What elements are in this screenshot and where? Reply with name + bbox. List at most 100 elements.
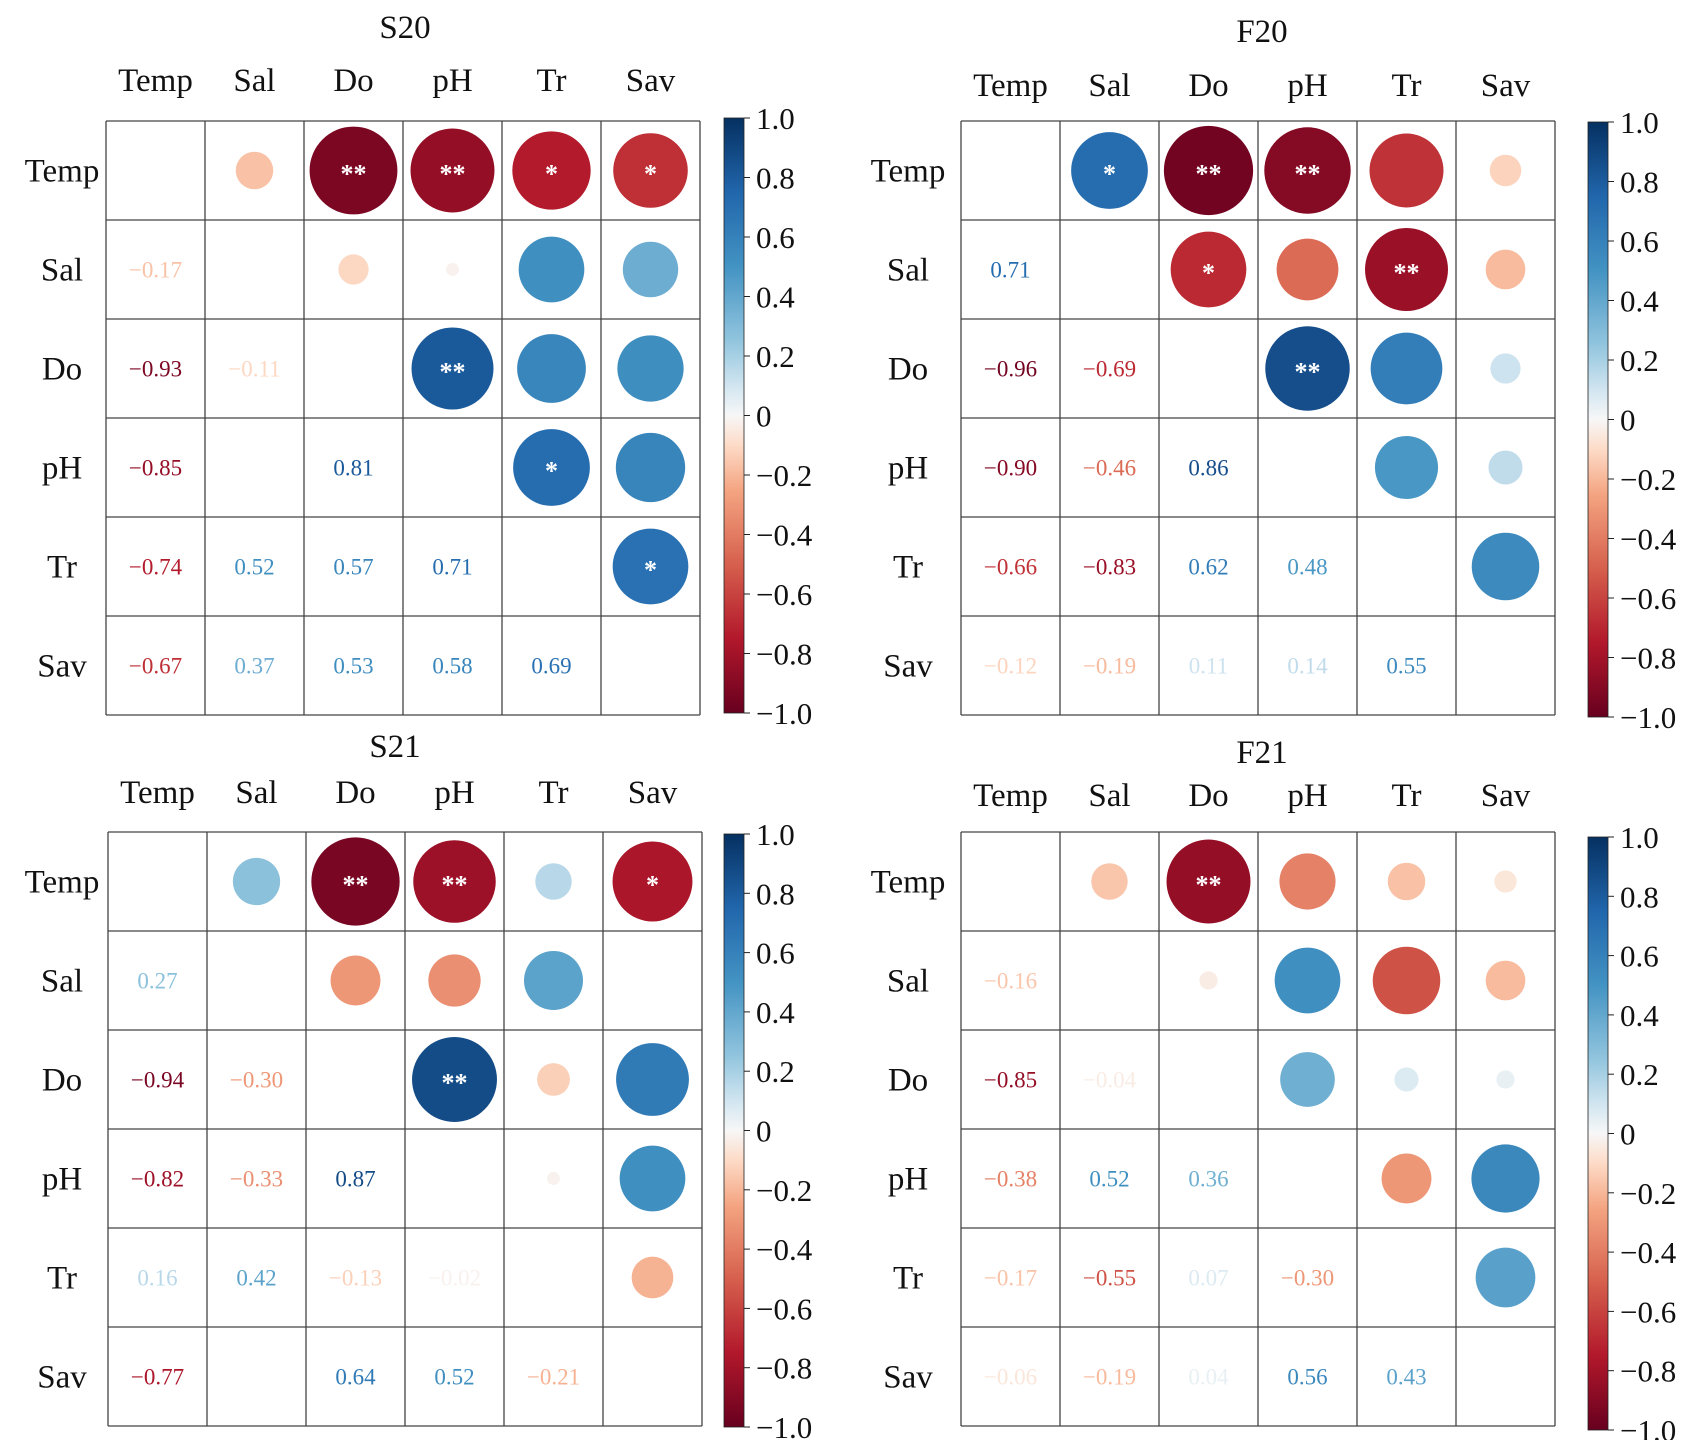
colorbar-tick-label: 1.0	[756, 101, 795, 136]
column-label: pH	[434, 775, 474, 811]
significance-marker: **	[440, 160, 466, 189]
correlation-value: −0.83	[1083, 555, 1136, 580]
significance-marker: *	[545, 160, 558, 189]
correlation-circle	[1372, 946, 1441, 1015]
panel-title: S20	[379, 10, 430, 46]
colorbar-tick-label: −1.0	[1620, 700, 1676, 735]
row-label: Tr	[47, 550, 77, 586]
correlation-value: −0.21	[527, 1365, 580, 1390]
correlation-value: 0.55	[1386, 654, 1426, 679]
correlation-circle	[1374, 435, 1439, 500]
correlation-value: 0.16	[137, 1266, 177, 1291]
correlation-value: 0.71	[990, 258, 1030, 283]
column-label: Sal	[1088, 778, 1130, 814]
column-label: Do	[1188, 778, 1228, 814]
correlation-circle	[1091, 863, 1128, 900]
correlation-value: −0.30	[230, 1068, 283, 1093]
colorbar-tick-label: 0.2	[756, 339, 795, 374]
correlation-value: 0.11	[1189, 654, 1228, 679]
correlation-circle	[1494, 870, 1517, 893]
correlation-value: 0.07	[1188, 1266, 1228, 1291]
correlation-circle	[617, 335, 684, 402]
panel-f21: F21 Temp Sal Do pH Tr Sav Temp Sal Do pH Tr Sav ** −0.…	[871, 735, 1677, 1440]
correlation-circle	[622, 241, 679, 298]
significance-marker: *	[545, 457, 558, 486]
correlation-circle	[1170, 231, 1247, 308]
row-label: Tr	[47, 1261, 77, 1297]
row-label: pH	[42, 451, 82, 487]
significance-marker: *	[646, 871, 659, 900]
colorbar-tick-label: 0.4	[756, 995, 795, 1030]
row-label: pH	[42, 1162, 82, 1198]
correlation-value: −0.66	[984, 555, 1037, 580]
correlation-value: 0.42	[236, 1266, 276, 1291]
row-label: Sav	[883, 649, 933, 685]
correlation-value: −0.90	[984, 456, 1037, 481]
colorbar-tick-label: −0.2	[1620, 1176, 1676, 1211]
correlation-circle	[1071, 132, 1148, 209]
colorbar-tick-label: 1.0	[1620, 105, 1659, 140]
correlation-value: 0.36	[1188, 1167, 1228, 1192]
colorbar-tick-label: 0.8	[756, 876, 795, 911]
correlation-value: 0.43	[1386, 1365, 1426, 1390]
colorbar	[1587, 121, 1609, 718]
correlation-circle	[612, 528, 689, 605]
correlation-value: −0.13	[329, 1266, 382, 1291]
correlation-circle	[615, 432, 686, 503]
colorbar-tick-label: −0.2	[1620, 462, 1676, 497]
correlation-value: −0.94	[131, 1068, 185, 1093]
column-label: Temp	[973, 778, 1048, 814]
correlation-value: 0.86	[1188, 456, 1228, 481]
significance-marker: *	[644, 556, 657, 585]
significance-marker: **	[440, 358, 466, 387]
correlation-value: 0.62	[1188, 555, 1228, 580]
significance-marker: **	[442, 1069, 468, 1098]
correlation-circle	[1280, 1052, 1335, 1107]
colorbar-tick-label: 0.2	[756, 1054, 795, 1089]
correlation-value: 0.87	[335, 1167, 375, 1192]
correlation-circle	[1485, 960, 1526, 1001]
row-label: pH	[888, 1162, 928, 1198]
colorbar-tick-label: −0.8	[756, 637, 812, 672]
column-label: Tr	[537, 63, 567, 99]
correlation-circle	[1489, 154, 1522, 187]
significance-marker: **	[1295, 160, 1321, 189]
correlation-value: 0.52	[1089, 1167, 1129, 1192]
colorbar-tick-label: 0.6	[1620, 224, 1659, 259]
correlation-value: 0.04	[1188, 1365, 1229, 1390]
correlation-circle	[512, 131, 591, 210]
correlation-value: −0.30	[1281, 1266, 1334, 1291]
correlation-value: −0.55	[1083, 1266, 1136, 1291]
column-label: Sav	[628, 775, 678, 811]
colorbar-tick-label: −0.6	[756, 1291, 812, 1326]
row-label: Temp	[871, 865, 946, 901]
correlation-circle	[311, 837, 400, 926]
correlation-value: 0.58	[432, 654, 472, 679]
significance-marker: **	[442, 871, 468, 900]
column-label: Temp	[118, 63, 193, 99]
correlation-circle	[1199, 971, 1218, 990]
colorbar-tick-label: 0	[1620, 1117, 1636, 1152]
correlation-circle	[330, 955, 381, 1006]
column-label: Sal	[235, 775, 277, 811]
column-label: pH	[1287, 68, 1327, 104]
row-label: Do	[888, 1063, 928, 1099]
colorbar-tick-label: −1.0	[756, 1410, 812, 1440]
row-label: Sal	[887, 253, 929, 289]
colorbar-tick-label: −0.6	[1620, 1294, 1676, 1329]
correlation-circle	[412, 1037, 497, 1122]
column-label: Do	[333, 63, 373, 99]
correlation-value: −0.74	[129, 555, 183, 580]
significance-marker: **	[1394, 259, 1420, 288]
correlation-circle	[547, 1172, 560, 1185]
correlation-circle	[232, 857, 281, 906]
panel-title: S21	[369, 729, 420, 765]
colorbar-tick-label: −0.6	[1620, 581, 1676, 616]
row-label: Do	[888, 352, 928, 388]
correlation-value: −0.85	[129, 456, 182, 481]
correlation-value: 0.81	[333, 456, 373, 481]
